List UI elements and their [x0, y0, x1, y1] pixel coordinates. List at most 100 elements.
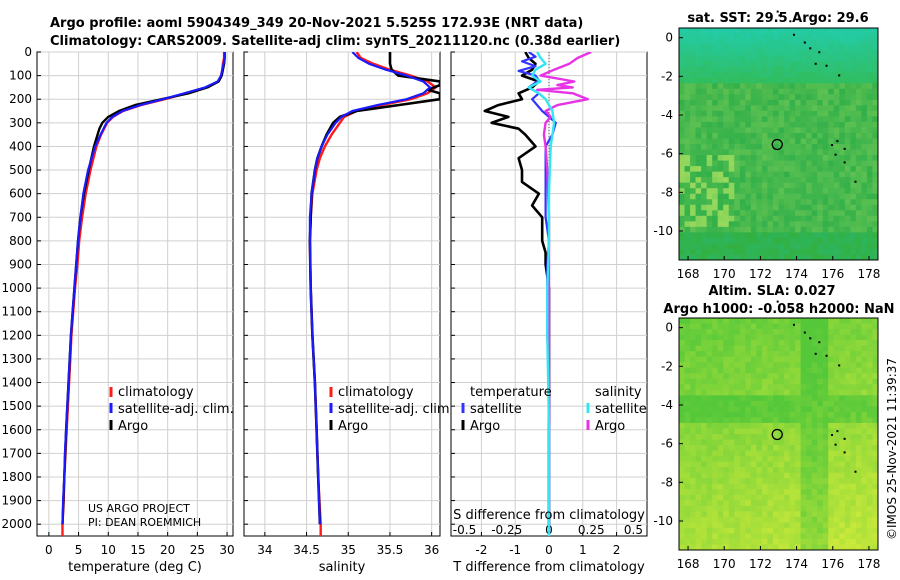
heatmap-cell: [833, 166, 840, 173]
heatmap-cell: [739, 110, 746, 117]
heatmap-cell: [745, 66, 752, 73]
heatmap-cell: [695, 182, 702, 189]
heatmap-cell: [745, 483, 752, 490]
heatmap-cell: [745, 472, 752, 479]
heatmap-cell: [839, 66, 846, 73]
heatmap-cell: [701, 384, 708, 391]
heatmap-cell: [684, 500, 691, 507]
heatmap-cell: [734, 215, 741, 222]
heatmap-cell: [800, 243, 807, 250]
heatmap-cell: [701, 221, 708, 228]
heatmap-cell: [684, 417, 691, 424]
heatmap-cell: [784, 367, 790, 374]
heatmap-cell: [723, 127, 730, 134]
heatmap-cell: [850, 428, 857, 435]
heatmap-cell: [756, 500, 763, 507]
heatmap-cell: [745, 461, 752, 468]
heatmap-cell: [866, 494, 873, 501]
heatmap-cell: [723, 210, 730, 217]
heatmap-cell: [855, 193, 862, 200]
heatmap-cell: [717, 483, 724, 490]
heatmap-cell: [745, 160, 752, 167]
heatmap-cell: [839, 511, 846, 518]
heatmap-cell: [772, 28, 779, 34]
heatmap-cell: [806, 428, 813, 435]
heatmap-cell: [679, 533, 685, 540]
heatmap-cell: [728, 144, 735, 150]
heatmap-cell: [717, 138, 724, 145]
heatmap-cell: [734, 522, 741, 529]
heatmap-cell: [800, 138, 807, 145]
heatmap-cell: [855, 384, 862, 391]
heatmap-cell: [789, 254, 796, 261]
heatmap-cell: [728, 248, 735, 255]
x-tick-label: 35.5: [377, 543, 404, 557]
heatmap-cell: [739, 351, 746, 358]
heatmap-cell: [844, 384, 851, 391]
heatmap-cell: [712, 132, 719, 139]
heatmap-cell: [784, 373, 790, 380]
heatmap-cell: [712, 345, 719, 352]
y-tick-label: -6: [661, 437, 673, 451]
heatmap-cell: [806, 411, 813, 418]
heatmap-cell: [872, 210, 879, 217]
heatmap-cell: [800, 417, 807, 424]
legend-salinity-title: salinity: [595, 385, 642, 400]
heatmap-cell: [717, 422, 724, 429]
heatmap-cell: [679, 450, 685, 457]
heatmap-cell: [679, 77, 685, 84]
heatmap-cell: [750, 116, 757, 123]
heatmap-cell: [872, 417, 879, 424]
heatmap-cell: [723, 237, 730, 244]
heatmap-cell: [767, 389, 774, 396]
heatmap-cell: [712, 105, 719, 112]
heatmap-cell: [861, 527, 868, 534]
heatmap-cell: [800, 367, 807, 374]
heatmap-cell: [822, 362, 829, 369]
heatmap-cell: [745, 538, 752, 545]
heatmap-cell: [778, 155, 785, 161]
heatmap-cell: [828, 367, 835, 374]
heatmap-cell: [866, 340, 873, 347]
heatmap-cell: [866, 334, 873, 341]
heatmap-cell: [728, 237, 735, 244]
heatmap-cell: [728, 323, 735, 330]
heatmap-cell: [695, 400, 702, 407]
heatmap-cell: [772, 527, 779, 534]
heatmap-cell: [806, 434, 813, 440]
heatmap-cell: [844, 489, 851, 496]
heatmap-cell: [784, 478, 790, 485]
heatmap-cell: [872, 226, 879, 233]
heatmap-cell: [734, 434, 741, 440]
heatmap-cell: [844, 50, 851, 57]
heatmap-cell: [756, 132, 763, 139]
heatmap-cell: [789, 127, 796, 134]
heatmap-cell: [872, 428, 879, 435]
heatmap-cell: [712, 39, 719, 45]
heatmap-cell: [872, 188, 879, 195]
heatmap-cell: [706, 456, 713, 463]
heatmap-cell: [745, 243, 752, 250]
heatmap-cell: [712, 456, 719, 463]
heatmap-cell: [712, 248, 719, 255]
heatmap-cell: [772, 445, 779, 451]
heatmap-cell: [778, 254, 785, 261]
heatmap-cell: [844, 66, 851, 73]
heatmap-cell: [784, 50, 790, 57]
heatmap-cell: [861, 456, 868, 463]
heatmap-cell: [717, 44, 724, 51]
heatmap-cell: [861, 28, 868, 34]
heatmap-cell: [701, 318, 708, 324]
heatmap-cell: [800, 538, 807, 545]
heatmap-cell: [861, 166, 868, 173]
heatmap-cell: [695, 516, 702, 523]
heatmap-cell: [739, 538, 746, 545]
heatmap-cell: [739, 400, 746, 407]
heatmap-cell: [695, 384, 702, 391]
heatmap-cell: [679, 340, 685, 347]
heatmap-cell: [817, 478, 824, 485]
heatmap-cell: [728, 478, 735, 485]
heatmap-cell: [866, 318, 873, 324]
heatmap-cell: [811, 483, 818, 490]
heatmap-cell: [761, 99, 768, 106]
